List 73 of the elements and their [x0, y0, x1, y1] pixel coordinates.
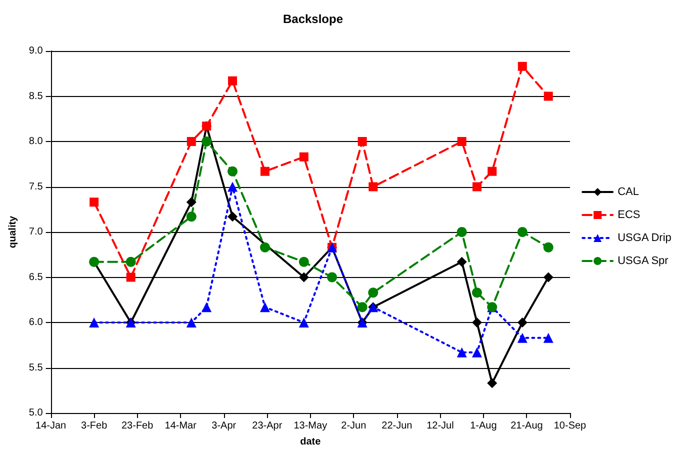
point [126, 256, 136, 267]
legend-label: CAL [618, 186, 640, 198]
x-tick-label: 14-Jan [36, 420, 66, 432]
point [228, 182, 238, 192]
legend-label: ECS [618, 209, 640, 221]
point [517, 332, 528, 343]
point [202, 302, 212, 312]
point [299, 152, 308, 162]
point [260, 242, 270, 252]
point [186, 212, 196, 222]
point [89, 318, 100, 328]
point [357, 302, 368, 312]
y-tick-label: 9.0 [28, 46, 44, 56]
point [368, 182, 378, 192]
point [298, 272, 309, 282]
point [327, 272, 338, 282]
point [228, 166, 238, 176]
point [518, 62, 527, 71]
x-tick-label: 12-Jul [426, 420, 454, 432]
y-tick-label: 7.5 [28, 181, 44, 192]
y-tick-label: 8.0 [28, 136, 44, 147]
point [298, 256, 309, 267]
point [358, 137, 367, 146]
legend-label: USGA Spr [618, 255, 669, 267]
point [228, 212, 238, 222]
point [260, 166, 270, 176]
point [472, 182, 482, 192]
point [487, 378, 498, 388]
point [456, 347, 467, 358]
point [298, 318, 309, 328]
point [368, 288, 378, 298]
x-tick-label: 3-Feb [81, 420, 108, 432]
point [456, 256, 467, 267]
point [543, 332, 554, 343]
x-tick-label: 14-Mar [164, 420, 198, 432]
y-tick-label: 5.0 [28, 408, 44, 418]
point [472, 288, 482, 298]
x-tick-label: 10-Sep [554, 420, 587, 432]
legend-label: USGA Drip [618, 232, 672, 244]
x-tick-label: 13-May [294, 420, 328, 432]
point [456, 227, 467, 237]
point [186, 137, 196, 146]
y-tick-label: 6.0 [28, 317, 44, 328]
point [543, 242, 554, 252]
x-tick-label: 22-Jun [382, 420, 412, 432]
point [472, 318, 482, 328]
point [517, 227, 528, 237]
x-axis-title: date [300, 436, 322, 448]
point [90, 198, 99, 207]
point [260, 302, 270, 312]
x-tick-label: 23-Apr [252, 420, 283, 432]
y-tick-label: 5.5 [28, 362, 44, 374]
y-tick-label: 7.0 [28, 226, 44, 238]
point [228, 76, 238, 86]
point [126, 272, 136, 282]
y-tick-label: 8.5 [28, 90, 44, 102]
x-tick-label: 1-Aug [470, 420, 497, 432]
y-tick-label: 6.5 [28, 272, 44, 283]
point [543, 272, 554, 282]
point [544, 92, 553, 101]
x-tick-label: 2-Jun [341, 420, 366, 432]
point [472, 347, 482, 358]
point [202, 136, 212, 146]
point [488, 166, 497, 176]
x-tick-label: 21-Aug [510, 420, 543, 432]
x-tick-label: 3-Apr [212, 420, 237, 432]
chart-title: Backslope [282, 12, 344, 26]
point [186, 197, 196, 208]
point [457, 137, 466, 146]
point [186, 318, 196, 328]
y-axis-title: quality [8, 215, 18, 248]
point [517, 318, 528, 328]
x-tick-label: 23-Feb [121, 420, 154, 432]
